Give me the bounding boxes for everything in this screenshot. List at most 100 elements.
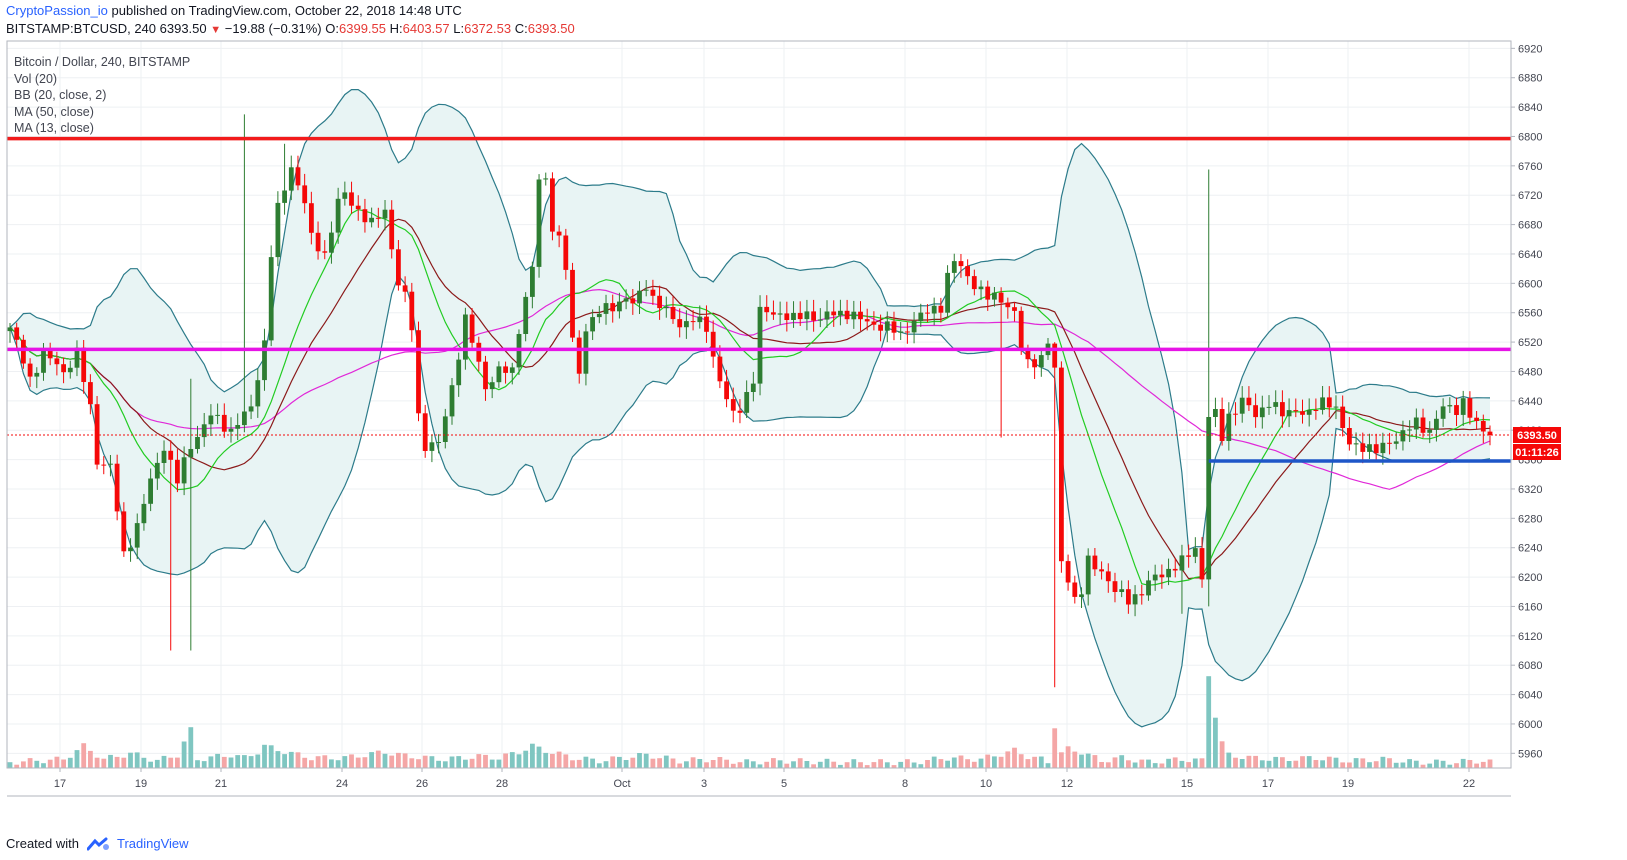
candle-body	[262, 340, 267, 381]
volume-bar	[817, 761, 823, 768]
candle	[925, 304, 930, 323]
volume-bar	[1460, 758, 1466, 768]
candle	[985, 280, 991, 311]
candle-body	[1380, 442, 1386, 454]
bollinger-upper	[9, 89, 1491, 551]
price-tick-label: 6120	[1518, 631, 1542, 643]
candle-body	[362, 209, 368, 223]
volume-bar	[503, 753, 508, 768]
candle	[1434, 410, 1439, 442]
candle	[677, 308, 683, 338]
candle-body	[1467, 398, 1473, 418]
volume-bar	[697, 759, 703, 768]
candle	[1300, 399, 1305, 424]
time-tick-label: 22	[1463, 778, 1475, 790]
candle	[610, 294, 616, 323]
legend-item-volume[interactable]: Vol (20)	[14, 71, 58, 86]
legend-item-ma50[interactable]: MA (50, close)	[14, 104, 94, 119]
volume-bar	[315, 756, 321, 768]
volume-bar	[690, 757, 696, 768]
candle	[697, 305, 703, 329]
time-tick-label: 19	[1342, 778, 1354, 790]
volume-bar	[911, 762, 917, 768]
volume-bar	[784, 763, 790, 768]
volume-bar	[1474, 763, 1479, 768]
author-link[interactable]: CryptoPassion_io	[6, 3, 108, 18]
volume-bar	[1206, 676, 1212, 768]
candle-body	[41, 348, 46, 373]
legend-item-ma13[interactable]: MA (13, close)	[14, 121, 94, 135]
candle-body	[1105, 571, 1111, 582]
volume-bar	[242, 755, 247, 768]
candle-body	[1018, 310, 1024, 350]
volume-bar	[161, 755, 167, 768]
volume-bar	[141, 757, 147, 768]
candle-body	[1119, 589, 1125, 592]
volume-bar	[1253, 755, 1258, 768]
volume-bar	[81, 743, 87, 768]
candle-body	[891, 321, 897, 333]
tradingview-link[interactable]: TradingView	[116, 836, 189, 851]
volume-bar	[101, 758, 107, 768]
candle-body	[342, 192, 348, 199]
candle	[121, 502, 127, 557]
candle	[181, 446, 187, 496]
candle-body	[677, 319, 683, 328]
volume-bar	[1092, 755, 1098, 768]
candle-body	[402, 285, 408, 292]
candle-body	[1273, 402, 1279, 407]
candle-body	[295, 167, 301, 186]
candle	[851, 300, 857, 329]
volume-bar	[992, 756, 997, 768]
volume-bar	[750, 761, 756, 768]
candle	[931, 297, 937, 326]
candle-body	[724, 381, 729, 400]
candle-body	[14, 327, 20, 340]
candle	[556, 225, 562, 248]
volume-bar	[1012, 747, 1017, 768]
ohlc-line: BITSTAMP:BTCUSD, 240 6393.50 ▼ −19.88 (−…	[6, 21, 575, 36]
candle-body	[1427, 429, 1433, 433]
volume-bar	[168, 757, 174, 768]
volume-bar	[530, 743, 535, 768]
price-tick-label: 6840	[1518, 102, 1542, 114]
candle	[436, 434, 441, 454]
candle-body	[811, 311, 816, 321]
candle	[369, 207, 374, 228]
legend-item-bollinger[interactable]: BB (20, close, 2)	[14, 88, 107, 102]
candle-body	[101, 464, 107, 466]
down-arrow-icon: ▼	[210, 24, 222, 36]
time-tick-label: 5	[781, 778, 787, 790]
candle-body	[34, 372, 40, 377]
volume-bar	[456, 756, 462, 768]
volume-bar	[797, 758, 803, 768]
candle	[1092, 548, 1098, 576]
volume-bar	[1306, 756, 1312, 768]
candle-body	[1032, 359, 1037, 368]
candle	[1152, 564, 1158, 591]
volume-bar	[1172, 757, 1178, 768]
volume-bar	[898, 761, 904, 768]
candle	[1400, 420, 1406, 451]
volume-bar	[1072, 751, 1078, 768]
volume-bar	[94, 757, 100, 768]
candle	[201, 413, 207, 447]
candle-body	[1099, 569, 1104, 572]
volume-bar	[1146, 759, 1151, 768]
candle-body	[784, 313, 790, 320]
candle	[730, 387, 736, 423]
candle-body	[1206, 417, 1212, 580]
price-tick-label: 6280	[1518, 513, 1542, 525]
candle	[824, 300, 830, 328]
volume-bar	[1025, 759, 1031, 768]
volume-bar	[1313, 760, 1319, 768]
volume-bar	[215, 753, 220, 768]
volume-bar	[14, 764, 20, 768]
candle	[1139, 584, 1145, 605]
candle	[771, 300, 776, 320]
volume-bar	[1320, 760, 1325, 768]
candle-body	[1166, 568, 1171, 578]
candle	[1119, 580, 1125, 598]
volume-bar	[175, 757, 180, 768]
